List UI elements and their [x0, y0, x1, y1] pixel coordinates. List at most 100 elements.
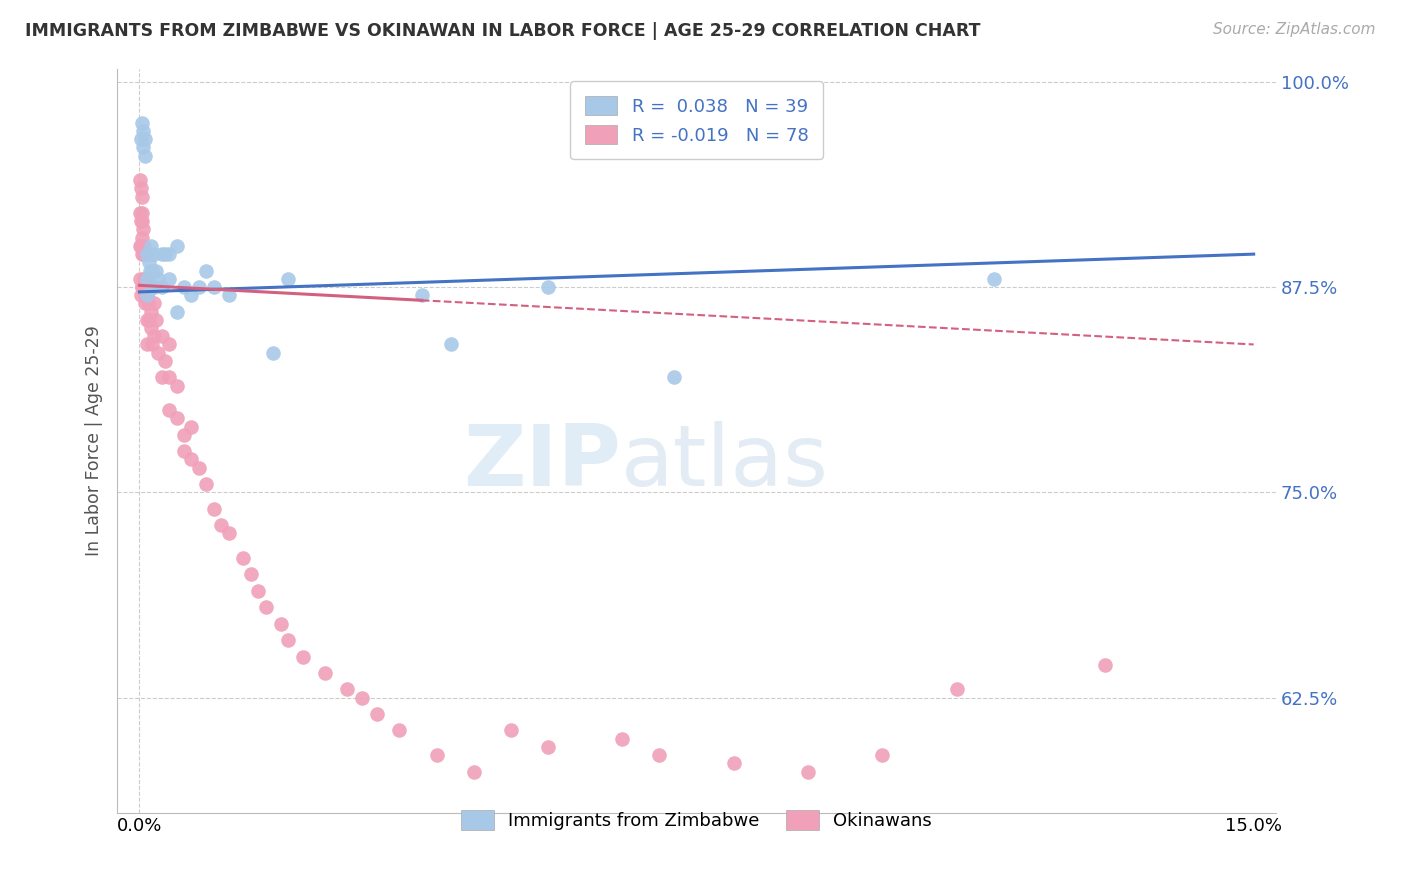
Point — [134, 247, 156, 261]
Point — [157, 247, 180, 261]
Point — [134, 288, 156, 302]
Text: ZIP: ZIP — [464, 421, 621, 504]
Point — [157, 403, 180, 417]
Point — [166, 378, 188, 392]
Point — [157, 272, 180, 286]
Point — [797, 764, 820, 779]
Point — [131, 116, 153, 130]
Point — [537, 739, 560, 754]
Point — [366, 706, 388, 721]
Point — [537, 280, 560, 294]
Point — [139, 304, 162, 318]
Point — [129, 239, 152, 253]
Point — [146, 272, 169, 286]
Point — [145, 263, 167, 277]
Point — [195, 263, 218, 277]
Point — [166, 239, 188, 253]
Point — [135, 288, 157, 302]
Point — [155, 247, 177, 261]
Point — [202, 501, 225, 516]
Point — [723, 756, 745, 771]
Point — [138, 313, 160, 327]
Text: Source: ZipAtlas.com: Source: ZipAtlas.com — [1212, 22, 1375, 37]
Point — [131, 247, 153, 261]
Point — [139, 263, 162, 277]
Point — [187, 460, 209, 475]
Point — [648, 748, 671, 763]
Point — [141, 321, 163, 335]
Point — [945, 682, 967, 697]
Point — [157, 337, 180, 351]
Point — [132, 222, 155, 236]
Point — [180, 288, 202, 302]
Point — [135, 272, 157, 286]
Point — [142, 280, 165, 294]
Point — [388, 723, 411, 738]
Point — [135, 247, 157, 261]
Point — [134, 132, 156, 146]
Point — [180, 419, 202, 434]
Point — [134, 148, 156, 162]
Point — [180, 452, 202, 467]
Point — [132, 272, 155, 286]
Point — [239, 567, 262, 582]
Point — [143, 296, 166, 310]
Point — [129, 272, 152, 286]
Point — [131, 214, 153, 228]
Point — [166, 411, 188, 425]
Point — [209, 518, 232, 533]
Point — [131, 206, 153, 220]
Point — [157, 370, 180, 384]
Point — [440, 337, 463, 351]
Point — [352, 690, 374, 705]
Point — [129, 206, 152, 220]
Point — [132, 140, 155, 154]
Point — [135, 288, 157, 302]
Legend: Immigrants from Zimbabwe, Okinawans: Immigrants from Zimbabwe, Okinawans — [447, 796, 946, 845]
Point — [336, 682, 359, 697]
Point — [146, 345, 169, 359]
Point — [129, 173, 152, 187]
Point — [262, 345, 284, 359]
Point — [129, 181, 152, 195]
Point — [131, 280, 153, 294]
Point — [173, 444, 195, 458]
Point — [612, 731, 634, 746]
Point — [166, 304, 188, 318]
Point — [143, 280, 166, 294]
Point — [411, 288, 433, 302]
Point — [129, 239, 152, 253]
Point — [129, 132, 152, 146]
Point — [143, 329, 166, 343]
Point — [150, 370, 173, 384]
Point — [150, 329, 173, 343]
Point — [202, 280, 225, 294]
Point — [155, 354, 177, 368]
Point — [277, 272, 299, 286]
Point — [314, 665, 336, 680]
Point — [131, 230, 153, 244]
Point — [254, 600, 277, 615]
Text: IMMIGRANTS FROM ZIMBABWE VS OKINAWAN IN LABOR FORCE | AGE 25-29 CORRELATION CHAR: IMMIGRANTS FROM ZIMBABWE VS OKINAWAN IN … — [25, 22, 981, 40]
Point — [135, 337, 157, 351]
Point — [129, 214, 152, 228]
Point — [141, 337, 163, 351]
Point — [463, 764, 485, 779]
Point — [173, 427, 195, 442]
Text: atlas: atlas — [621, 421, 830, 504]
Point — [131, 280, 153, 294]
Point — [277, 633, 299, 648]
Y-axis label: In Labor Force | Age 25-29: In Labor Force | Age 25-29 — [86, 325, 103, 556]
Point — [270, 616, 292, 631]
Point — [134, 296, 156, 310]
Point — [132, 280, 155, 294]
Point — [138, 255, 160, 269]
Point — [138, 247, 160, 261]
Point — [187, 280, 209, 294]
Point — [499, 723, 522, 738]
Point — [983, 272, 1005, 286]
Point — [132, 247, 155, 261]
Point — [129, 288, 152, 302]
Point — [173, 280, 195, 294]
Point — [138, 296, 160, 310]
